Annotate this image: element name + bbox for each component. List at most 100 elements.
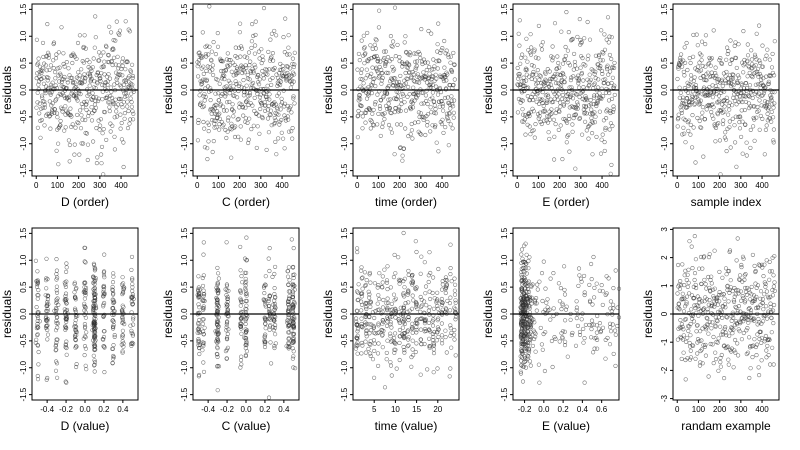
y-tick-label: -1.0 xyxy=(180,360,189,374)
data-point xyxy=(558,286,563,291)
y-axis-label: residuals xyxy=(161,66,175,114)
data-point xyxy=(102,275,107,280)
data-point xyxy=(272,286,277,291)
data-point xyxy=(592,295,597,300)
data-point xyxy=(273,118,278,123)
data-point xyxy=(564,140,569,145)
data-point xyxy=(54,340,59,345)
data-point xyxy=(359,316,364,321)
data-point xyxy=(403,108,409,113)
data-point xyxy=(215,44,221,49)
data-point xyxy=(93,292,98,297)
data-point xyxy=(120,328,125,333)
data-point xyxy=(449,67,454,73)
data-point xyxy=(99,161,104,166)
data-point xyxy=(383,60,388,65)
data-point xyxy=(527,359,533,364)
data-point xyxy=(63,293,68,298)
data-point xyxy=(105,82,110,87)
data-point xyxy=(771,127,776,132)
data-point xyxy=(238,244,243,249)
y-axis-label: residuals xyxy=(481,290,495,338)
data-point xyxy=(239,354,244,359)
data-point xyxy=(131,111,136,116)
data-point xyxy=(207,44,212,49)
y-tick-label: 1.5 xyxy=(660,3,669,15)
data-point xyxy=(601,51,606,56)
data-point xyxy=(720,122,726,127)
data-point xyxy=(527,124,532,129)
data-point xyxy=(70,75,75,81)
data-point xyxy=(375,351,381,356)
data-point xyxy=(605,15,611,20)
data-point xyxy=(448,60,453,65)
data-point xyxy=(210,67,215,72)
data-point xyxy=(689,93,694,98)
data-point xyxy=(444,48,449,53)
data-point xyxy=(130,288,135,294)
data-point xyxy=(35,279,40,284)
data-point xyxy=(72,282,77,287)
data-point xyxy=(120,309,125,314)
data-point xyxy=(763,127,768,132)
x-axis-label: time (value) xyxy=(375,419,438,433)
data-point xyxy=(120,73,125,78)
data-point xyxy=(551,306,556,311)
data-point xyxy=(210,149,215,155)
data-point xyxy=(407,63,412,68)
data-point xyxy=(381,49,387,54)
x-tick-label: 0.4 xyxy=(278,405,290,414)
data-point xyxy=(767,277,772,282)
data-point xyxy=(609,56,614,62)
data-point xyxy=(98,78,103,84)
y-tick-label: 0.5 xyxy=(340,281,349,293)
data-point xyxy=(244,338,249,343)
data-point xyxy=(220,59,225,64)
x-tick-label: 0.2 xyxy=(558,405,570,414)
data-point xyxy=(563,97,568,102)
data-point xyxy=(52,87,57,92)
data-point xyxy=(523,66,528,71)
data-point xyxy=(588,77,593,82)
data-point xyxy=(750,252,755,257)
data-point xyxy=(450,102,455,107)
data-point xyxy=(414,318,419,323)
data-point xyxy=(35,269,40,274)
data-point xyxy=(748,297,753,302)
y-tick-label: -1.5 xyxy=(340,387,349,401)
data-point xyxy=(734,305,739,310)
data-point xyxy=(255,72,260,77)
data-point xyxy=(563,44,568,50)
data-point xyxy=(386,97,391,102)
data-point xyxy=(686,280,691,285)
data-point xyxy=(398,108,403,114)
data-point xyxy=(92,279,97,284)
data-point xyxy=(393,76,398,81)
data-point xyxy=(760,297,765,302)
data-point xyxy=(764,74,769,79)
data-point xyxy=(589,335,594,340)
data-point xyxy=(203,94,208,99)
data-point xyxy=(64,315,69,320)
data-point xyxy=(588,98,593,103)
data-point xyxy=(106,100,111,105)
data-point xyxy=(432,125,438,130)
data-point xyxy=(67,159,72,164)
data-point xyxy=(385,107,390,112)
data-point xyxy=(122,116,127,121)
data-point xyxy=(234,65,239,70)
data-point xyxy=(703,64,708,69)
data-point xyxy=(710,83,715,88)
data-point xyxy=(695,351,700,356)
data-point xyxy=(363,283,368,288)
data-point xyxy=(521,83,526,88)
data-point xyxy=(607,127,612,132)
data-point xyxy=(688,73,694,78)
data-point xyxy=(729,76,734,81)
data-point xyxy=(391,292,397,297)
data-point xyxy=(91,139,96,144)
data-point xyxy=(368,280,373,285)
data-point xyxy=(565,120,570,125)
data-point xyxy=(577,85,582,90)
